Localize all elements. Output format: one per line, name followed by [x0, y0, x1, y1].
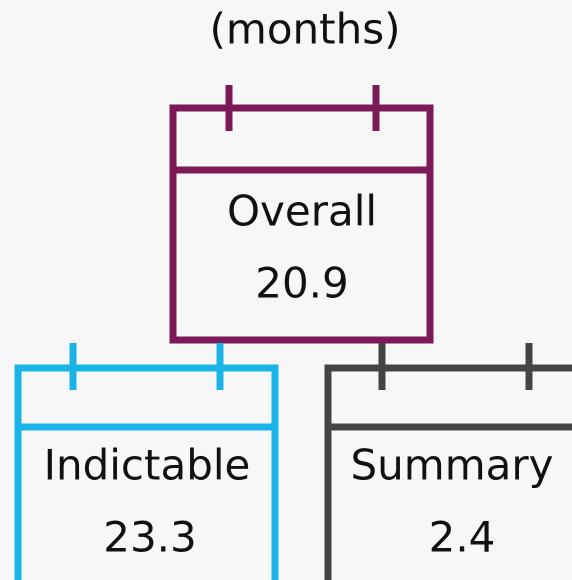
- item-value: 2.4: [429, 513, 496, 562]
- item-label: Overall: [227, 187, 377, 236]
- calendar-frame: [14, 364, 279, 580]
- item-value: 23.3: [103, 513, 197, 562]
- unit-label: (months): [210, 5, 401, 54]
- calendar-frame: [324, 364, 572, 580]
- item-label: Indictable: [44, 441, 251, 490]
- calendar-overall: [169, 85, 434, 344]
- item-label: Summary: [351, 441, 554, 490]
- item-value: 20.9: [255, 259, 349, 308]
- calendar-indictable: [14, 343, 279, 580]
- calendar-summary: [324, 343, 572, 580]
- calendar-frame: [169, 104, 434, 344]
